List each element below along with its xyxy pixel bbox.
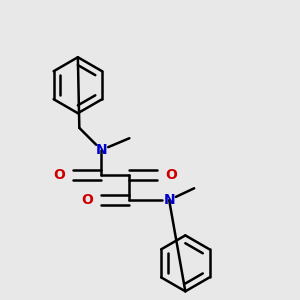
Text: O: O — [54, 168, 65, 182]
Text: N: N — [96, 143, 107, 157]
Text: O: O — [165, 168, 177, 182]
Text: N: N — [163, 193, 175, 207]
Text: O: O — [82, 193, 94, 207]
